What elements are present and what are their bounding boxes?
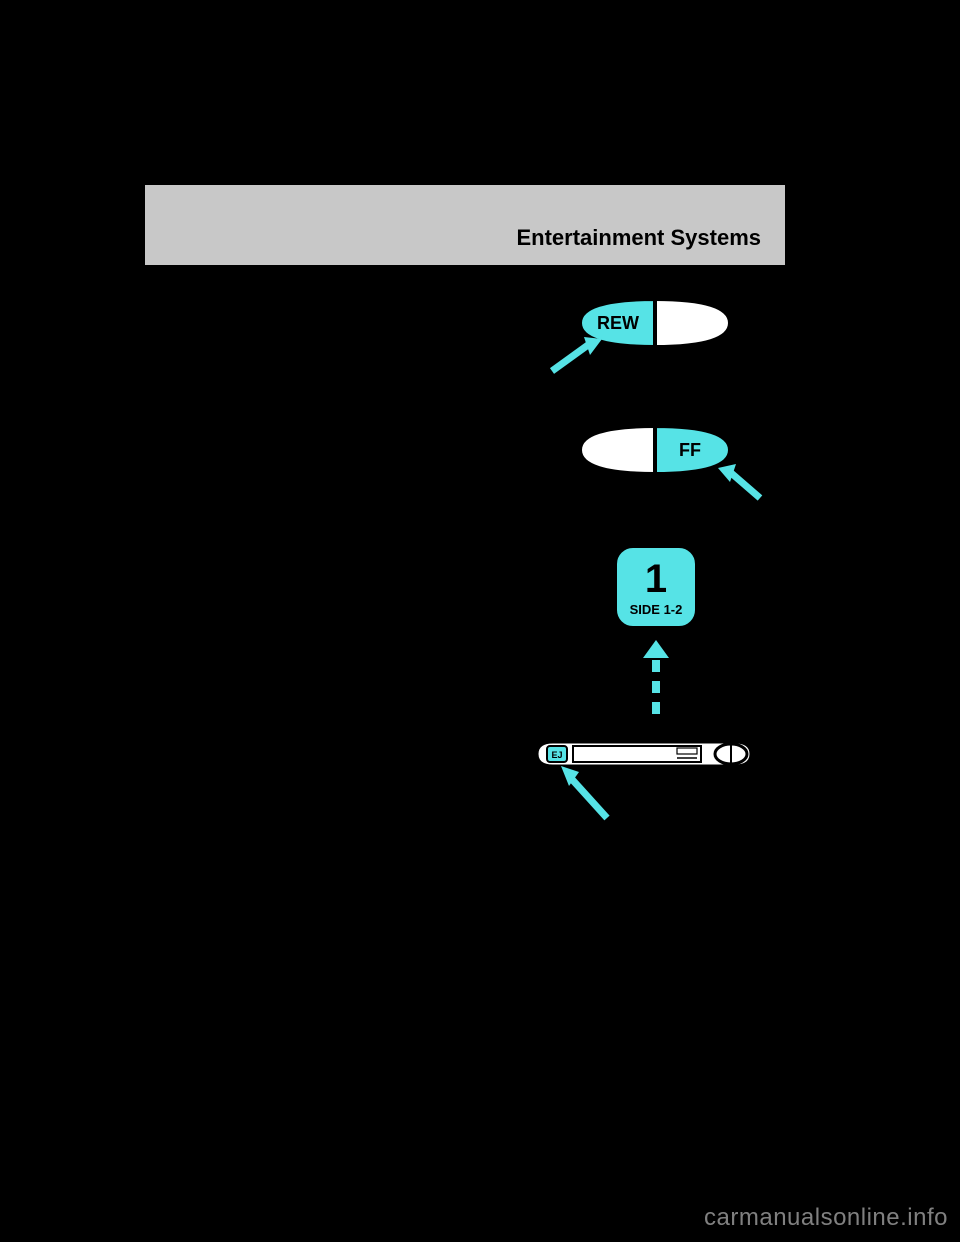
ff-text: Fast forward The fast forward control wo…	[145, 420, 525, 485]
eject-text: Eject function Press the control to stop…	[145, 736, 525, 777]
side-small-label: SIDE 1-2	[630, 602, 683, 617]
ff-body: The fast forward control works in tape m…	[145, 440, 515, 460]
section-eject: Eject function Press the control to stop…	[145, 736, 785, 826]
rewind-text: Rewind The rewind control works in tape …	[145, 293, 525, 358]
watermark: carmanualsonline.info	[704, 1204, 948, 1232]
eject-figure: EJ	[525, 736, 785, 826]
dolby-body1: Dolby® noise reduction manufactured unde…	[145, 856, 785, 917]
page-number: 23	[768, 1048, 785, 1065]
page-header: Entertainment Systems	[145, 185, 785, 265]
ff-label: FF	[679, 440, 701, 460]
rewind-heading: Rewind	[145, 293, 515, 313]
rew-label: REW	[597, 313, 639, 333]
side-text: Tape direction select Press SIDE 1–2 to …	[145, 540, 525, 581]
ff-heading: Fast forward	[145, 420, 515, 440]
dolby-heading: Dolby® noise reduction	[145, 836, 785, 856]
dolby-body2: Refer to Setting the clock.	[145, 923, 785, 943]
ff-action: To fast forward in tape mode, press the …	[145, 465, 515, 485]
section-side: Tape direction select Press SIDE 1–2 to …	[145, 540, 785, 730]
ff-button-icon: FF	[540, 420, 770, 520]
side-heading: Tape direction select	[145, 540, 515, 560]
dolby-body3: Dolby® noise reduction operates only in …	[145, 949, 785, 990]
section-dolby: Dolby® noise reduction Dolby® noise redu…	[145, 836, 785, 990]
manual-page: Entertainment Systems Rewind The rewind …	[145, 185, 785, 1065]
section-ff: Fast forward The fast forward control wo…	[145, 420, 785, 520]
eject-panel-icon: EJ	[525, 736, 785, 826]
section-rewind: Rewind The rewind control works in tape …	[145, 293, 785, 388]
rewind-figure: REW	[525, 293, 785, 388]
side-big-label: 1	[645, 557, 667, 601]
rewind-action: To rewind in tape mode, press the REW co…	[145, 338, 515, 358]
eject-heading: Eject function	[145, 736, 515, 756]
side-button-icon: 1 SIDE 1-2	[585, 540, 725, 730]
ff-figure: FF	[525, 420, 785, 520]
side-figure: 1 SIDE 1-2	[525, 540, 785, 730]
eject-label: EJ	[551, 750, 562, 760]
rew-button-icon: REW	[540, 293, 770, 388]
eject-body: Press the control to stop and eject a ta…	[145, 756, 515, 776]
header-title: Entertainment Systems	[516, 225, 761, 251]
side-body: Press SIDE 1–2 to play the alternate sid…	[145, 560, 515, 580]
rewind-body: The rewind control works in tape mode.	[145, 313, 515, 333]
